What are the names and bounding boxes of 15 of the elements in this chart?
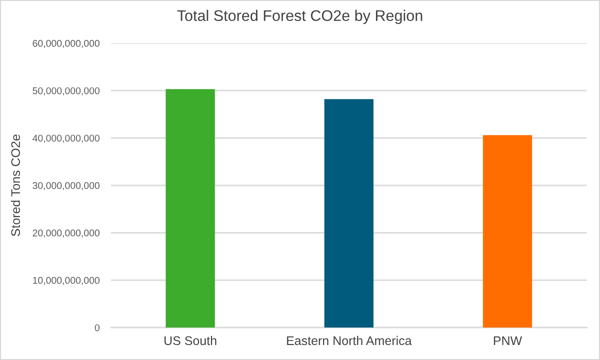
y-tick-label: 10,000,000,000 <box>33 276 100 285</box>
y-tick-label: 30,000,000,000 <box>32 182 100 190</box>
bar <box>482 135 532 328</box>
x-tick-label: PNW <box>494 336 522 345</box>
y-tick-label: 60,000,000,000 <box>32 40 100 48</box>
y-tick-label: 0 <box>94 324 100 332</box>
bar <box>324 99 374 328</box>
x-tick-label: Eastern North America <box>287 336 412 346</box>
x-tick-label: US South <box>164 336 216 346</box>
bar <box>166 89 215 328</box>
y-tick-label: 20,000,000,000 <box>32 230 100 238</box>
chart-title: Total Stored Forest CO2e by Region <box>177 10 422 24</box>
y-axis-title: Stored Tons CO2e <box>10 134 20 236</box>
y-tick-label: 50,000,000,000 <box>32 87 100 96</box>
y-tick-label: 40,000,000,000 <box>32 134 100 143</box>
